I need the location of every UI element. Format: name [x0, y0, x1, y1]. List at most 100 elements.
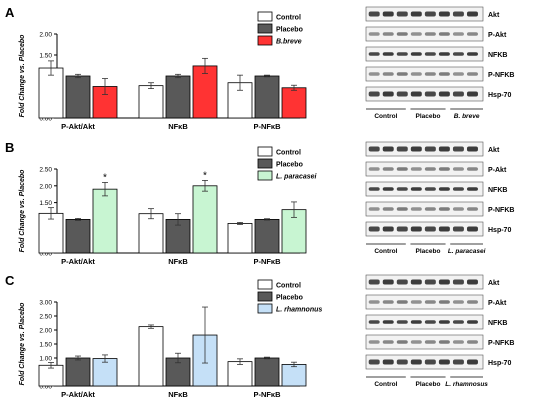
legend-swatch [257, 170, 273, 181]
blot-band [438, 226, 450, 232]
legend-entry: Placebo [276, 27, 303, 34]
blot-band [452, 279, 464, 285]
blot-band [424, 91, 436, 97]
blot-strip [365, 46, 484, 62]
blot-group-label: L. rhamnosus [445, 381, 488, 388]
bar-c-1-1 [165, 357, 191, 387]
bar-b-0-2 [92, 188, 118, 254]
blot-band [438, 11, 450, 17]
category-label: P-NFκB [253, 257, 281, 266]
bar-b-0-1 [65, 218, 91, 254]
blot-group-label: L. paracasei [448, 248, 486, 255]
category-label: NFκB [168, 122, 188, 131]
category-label: P-NFκB [253, 390, 281, 399]
y-tick-label: 1.50 [39, 53, 52, 60]
blot-band [452, 320, 464, 324]
legend-swatch [257, 291, 273, 302]
y-tick-label: 2.50 [39, 314, 52, 321]
blot-group-label: Control [374, 381, 397, 388]
blot-band [382, 300, 394, 304]
blot-band [424, 359, 436, 365]
legend: Control Placebo L. paracasei [257, 146, 318, 181]
blot-band [466, 226, 478, 232]
y-tick-label: 3.00 [39, 300, 52, 307]
blot-band [438, 207, 450, 211]
blot-band [452, 11, 464, 17]
blot-band [438, 320, 450, 324]
blot-band [466, 359, 478, 365]
blot-band [438, 187, 450, 191]
blot-band [368, 91, 380, 97]
blot-band [438, 72, 450, 76]
y-tick-label: 2.00 [39, 328, 52, 335]
legend: Control Placebo L. rhamnonus [257, 279, 322, 314]
blot-band [424, 300, 436, 304]
blot-band [452, 167, 464, 171]
legend-swatch [257, 23, 273, 34]
blot-strip [365, 221, 484, 237]
blot-strip [365, 141, 484, 157]
bar-b-2-1 [254, 218, 280, 254]
blot-protein-label: Akt [488, 12, 500, 19]
blot-band [396, 11, 408, 17]
blot-band [452, 359, 464, 365]
blot-band [438, 340, 450, 344]
blot-band [382, 320, 394, 324]
blot-band [424, 167, 436, 171]
blot-band [368, 187, 380, 191]
blot-band [410, 300, 422, 304]
blot-strip [365, 66, 484, 82]
blot-band [368, 340, 380, 344]
blot-group-label: Placebo [416, 381, 441, 388]
blot-band [438, 279, 450, 285]
blot-protein-label: P-NFKB [488, 72, 514, 79]
blot-band [410, 226, 422, 232]
legend-entry: Control [276, 283, 301, 290]
legend-swatch [257, 35, 273, 46]
blot-group-label: Control [374, 248, 397, 255]
blot-protein-label: Hsp-70 [488, 92, 511, 99]
blot-protein-label: Hsp-70 [488, 360, 511, 367]
blot-band [382, 91, 394, 97]
blot-band [410, 11, 422, 17]
blot-band [438, 32, 450, 36]
bar-c-2-0 [227, 361, 253, 387]
blot-band [382, 32, 394, 36]
blot-band [452, 91, 464, 97]
blot-band [368, 52, 380, 56]
legend-entry: Control [276, 150, 301, 157]
blot-band [438, 91, 450, 97]
blot-band [396, 359, 408, 365]
blot-strip [365, 201, 484, 217]
blot-band [396, 32, 408, 36]
legend-entry: Control [276, 15, 301, 22]
blot-band [466, 340, 478, 344]
blot-band [424, 320, 436, 324]
blot-strip [365, 6, 484, 22]
blot-c: Akt P-Akt NFKB P-NFKB Hsp-70 Control Placebo L.… [365, 274, 514, 388]
blot-protein-label: P-Akt [488, 32, 507, 39]
blot-band [452, 32, 464, 36]
bar-a-1-2 [192, 65, 218, 119]
significance-mark: * [203, 170, 207, 181]
blot-band [382, 226, 394, 232]
blot-strip [365, 334, 484, 350]
blot-band [452, 72, 464, 76]
y-axis-label: Fold Change vs. Placebo [19, 169, 26, 253]
blot-band [368, 32, 380, 36]
blot-band [410, 320, 422, 324]
blot-protein-label: P-Akt [488, 300, 507, 307]
bar-c-1-0 [138, 326, 164, 387]
blot-band [410, 279, 422, 285]
legend-entry: L. paracasei [276, 174, 318, 181]
blot-band [466, 52, 478, 56]
blot-band [368, 226, 380, 232]
blot-protein-label: NFKB [488, 52, 507, 59]
blot-protein-label: Akt [488, 280, 500, 287]
blot-strip [365, 26, 484, 42]
blot-band [368, 11, 380, 17]
blot-band [396, 340, 408, 344]
